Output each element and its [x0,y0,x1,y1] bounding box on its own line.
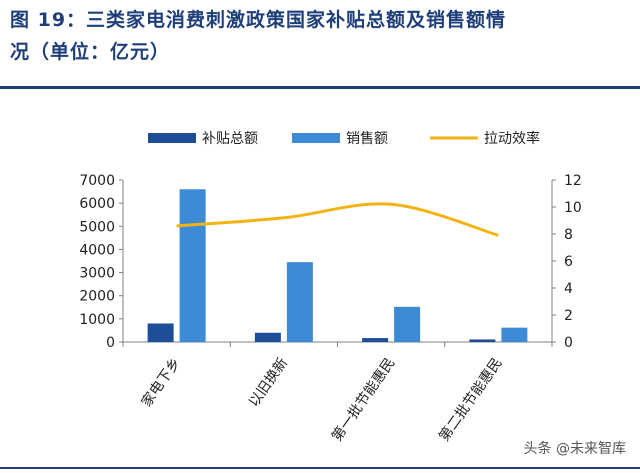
figure-title-line1: 图 19：三类家电消费刺激政策国家补贴总额及销售额情 [10,9,507,31]
legend-label: 销售额 [346,131,388,147]
figure-title-line2: 况（单位：亿元） [10,41,171,63]
right-tick-label: 0 [564,335,573,351]
bar-subsidy [147,323,174,342]
top-rule [0,86,640,89]
bar-sales [286,262,313,342]
line-efficiency [176,202,499,237]
bar-subsidy [469,339,496,342]
x-category-label: 以旧换新 [245,355,291,411]
bar-subsidy [254,332,281,342]
left-tick-label: 1000 [79,312,115,328]
left-tick-label: 3000 [79,266,115,282]
bar-sales [179,189,206,342]
x-category-label: 第一批节能惠民 [328,355,398,445]
right-tick-label: 8 [564,227,573,243]
right-tick-label: 2 [564,308,573,324]
bar-sales [501,327,528,342]
left-tick-label: 7000 [79,173,115,189]
right-tick-label: 6 [564,254,573,270]
bar-subsidy [362,338,389,342]
x-category-label: 家电下乡 [138,355,184,411]
left-tick-label: 6000 [79,196,115,212]
legend-swatch-sales [292,133,340,143]
figure-title: 图 19：三类家电消费刺激政策国家补贴总额及销售额情 况（单位：亿元） [10,4,630,68]
left-tick-label: 4000 [79,242,115,258]
right-tick-label: 10 [564,200,582,216]
legend-label: 补贴总额 [202,131,258,147]
legend-swatch-subsidy [148,133,196,143]
bar-sales [394,306,421,342]
left-tick-label: 0 [106,335,115,351]
right-tick-label: 12 [564,173,582,189]
left-tick-label: 5000 [79,219,115,235]
watermark: 头条 @未来智库 [523,441,626,457]
left-tick-label: 2000 [79,289,115,305]
x-category-label: 第二批节能惠民 [436,355,506,445]
bottom-rule [0,467,640,469]
legend-label: 拉动效率 [484,130,540,147]
right-tick-label: 4 [564,281,573,297]
